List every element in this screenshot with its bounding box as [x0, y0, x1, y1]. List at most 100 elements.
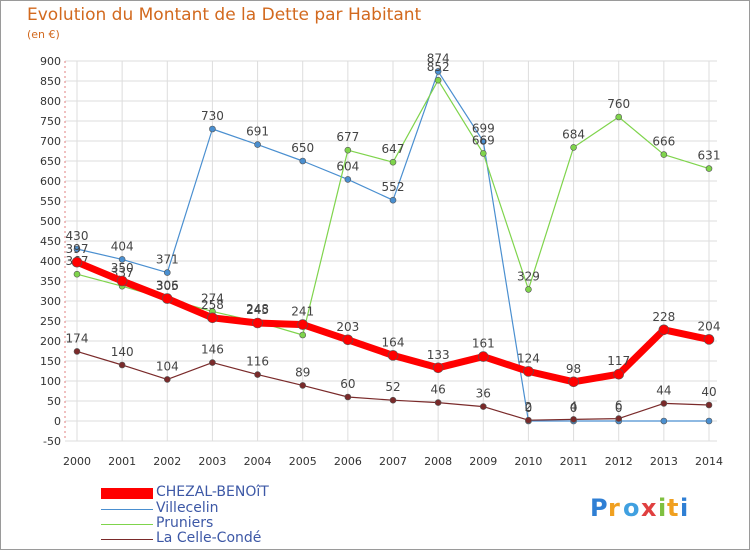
data-point: [705, 165, 713, 172]
data-point: [660, 417, 668, 425]
data-label: 691: [246, 125, 269, 139]
data-point: [116, 275, 128, 287]
y-tick-label: 600: [40, 175, 61, 188]
data-label: 203: [336, 320, 359, 334]
data-label: 699: [472, 121, 495, 135]
data-point: [479, 138, 487, 145]
data-label: 604: [336, 159, 359, 173]
data-label: 116: [246, 355, 269, 369]
data-point: [479, 150, 487, 157]
y-tick-label: 550: [40, 195, 61, 208]
data-label: 204: [698, 319, 721, 333]
data-label: 371: [156, 253, 179, 267]
legend-label-pruniers: Pruniers: [156, 515, 214, 531]
data-label: 46: [431, 383, 446, 397]
y-tick-label: 850: [40, 75, 61, 88]
data-point: [705, 401, 713, 409]
data-point: [118, 256, 126, 263]
data-point: [252, 317, 263, 329]
data-label: 669: [472, 133, 495, 147]
data-label: 631: [698, 149, 721, 163]
data-point: [705, 417, 713, 425]
y-tick-label: 400: [40, 255, 61, 268]
data-point: [479, 403, 487, 410]
x-tick-label: 2004: [244, 455, 272, 468]
data-label: 852: [427, 60, 450, 74]
data-label: 124: [517, 351, 540, 365]
data-label: 397: [66, 242, 89, 256]
data-point: [387, 350, 399, 361]
data-point: [299, 382, 307, 389]
y-tick-label: 500: [40, 215, 61, 228]
data-point: [389, 196, 397, 204]
data-label: 0: [525, 401, 533, 415]
data-point: [163, 269, 171, 276]
data-label: 2: [525, 400, 533, 414]
x-tick-label: 2010: [514, 455, 542, 468]
x-tick-label: 2003: [198, 455, 226, 468]
data-point: [163, 376, 171, 383]
data-label: 0: [615, 401, 623, 415]
y-tick-label: 800: [40, 95, 61, 108]
legend-swatch-chezal: [101, 488, 153, 499]
data-point: [434, 76, 442, 84]
data-label: 228: [652, 310, 675, 324]
data-label: 730: [201, 109, 224, 123]
data-label: 52: [385, 380, 400, 394]
chart-title: Evolution du Montant de la Dette par Hab…: [27, 5, 422, 25]
y-tick-label: 100: [40, 375, 61, 388]
data-point: [660, 400, 668, 407]
y-tick-label: 900: [40, 55, 61, 68]
data-label: 329: [517, 269, 540, 283]
data-point: [297, 319, 309, 330]
data-point: [207, 312, 218, 324]
y-tick-label: 200: [40, 335, 61, 348]
data-point: [71, 256, 83, 268]
data-point: [525, 416, 532, 424]
y-tick-label: 750: [40, 115, 61, 128]
data-point: [703, 334, 715, 345]
legend-label-celle-conde: La Celle-Condé: [156, 530, 262, 546]
y-tick-label: 0: [54, 415, 61, 428]
data-point: [389, 158, 397, 166]
data-point: [299, 331, 307, 339]
y-tick-label: 300: [40, 295, 61, 308]
data-label: 760: [607, 97, 630, 111]
data-label: 44: [656, 383, 671, 397]
data-point: [615, 415, 623, 422]
data-point: [73, 245, 81, 253]
data-label: 552: [382, 180, 405, 194]
data-point: [613, 368, 625, 380]
data-label: 430: [66, 229, 89, 243]
data-point: [254, 371, 261, 378]
x-tick-label: 2001: [108, 455, 136, 468]
svg-text:r: r: [608, 494, 620, 522]
y-tick-label: 350: [40, 275, 61, 288]
data-point: [389, 396, 397, 404]
x-tick-label: 2012: [605, 455, 633, 468]
legend-swatch-villecelin: [101, 509, 153, 510]
legend-label-chezal: CHEZAL-BENOîT: [156, 484, 269, 500]
y-tick-label: 50: [47, 395, 61, 408]
data-label: 0: [570, 401, 578, 415]
svg-text:x: x: [641, 494, 657, 522]
data-point: [73, 270, 81, 278]
x-tick-label: 2002: [153, 455, 181, 468]
data-label: 650: [291, 141, 314, 155]
data-label: 36: [476, 387, 491, 401]
data-label: 258: [201, 298, 224, 312]
y-tick-label: 450: [40, 235, 61, 248]
data-label: 350: [111, 261, 134, 275]
legend-swatch-celle-conde: [101, 539, 153, 540]
data-point: [525, 286, 532, 293]
data-point: [344, 146, 352, 154]
data-label: 677: [336, 130, 359, 144]
chart-unit: (en €): [27, 28, 60, 41]
data-label: 161: [472, 337, 495, 351]
data-label: 40: [701, 385, 716, 399]
data-label: 684: [562, 127, 585, 141]
data-label: 666: [652, 135, 675, 149]
data-point: [161, 293, 173, 304]
data-label: 146: [201, 343, 224, 357]
data-label: 104: [156, 359, 179, 373]
